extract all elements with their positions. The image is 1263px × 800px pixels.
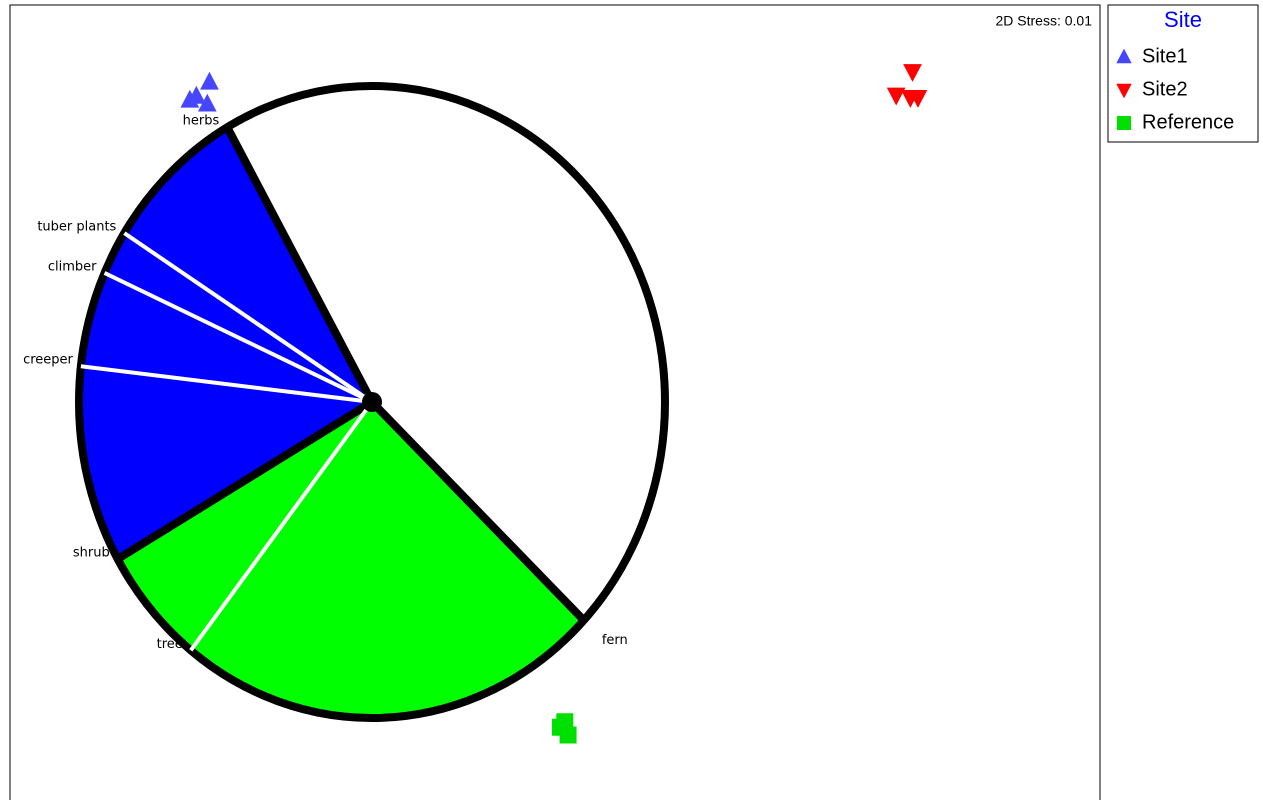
outline <box>75 82 669 722</box>
vector-label: tree <box>157 637 183 652</box>
marker <box>908 89 928 108</box>
sector <box>80 272 372 402</box>
vector-label: fern <box>602 633 628 648</box>
vector-line <box>369 399 587 624</box>
marker <box>903 64 922 82</box>
vector-label: shrub <box>73 546 110 561</box>
vector-line <box>189 400 374 652</box>
sector <box>190 402 584 718</box>
marker <box>197 93 217 112</box>
vector-label: creeper <box>23 353 73 368</box>
stress-annotation: 2D Stress: 0.01 <box>996 13 1093 29</box>
legend-label: Reference <box>1142 111 1234 133</box>
vector-label: herbs <box>183 114 220 129</box>
marker <box>556 713 574 731</box>
vector-label: tuber plants <box>37 220 116 235</box>
legend-label: Site1 <box>1142 45 1188 67</box>
vector-label: climber <box>48 259 97 274</box>
legend-title: Site <box>1164 7 1202 32</box>
vector-line <box>115 398 375 563</box>
sector <box>227 86 665 621</box>
vector-line <box>80 364 373 404</box>
marker <box>187 85 206 104</box>
legend-marker <box>1116 48 1132 64</box>
sector <box>79 366 373 560</box>
legend-label: Site2 <box>1142 78 1188 100</box>
marker <box>886 87 906 106</box>
legend-marker <box>1117 116 1131 130</box>
marker <box>559 726 577 744</box>
marker <box>200 71 219 90</box>
vector-line <box>103 271 373 404</box>
sector <box>104 233 373 402</box>
legend-marker <box>1116 83 1132 99</box>
vector-line <box>223 125 376 404</box>
vector-line <box>123 231 374 404</box>
sector <box>117 402 372 651</box>
legend-frame <box>1107 4 1259 143</box>
sector <box>124 127 372 403</box>
center <box>362 392 382 412</box>
